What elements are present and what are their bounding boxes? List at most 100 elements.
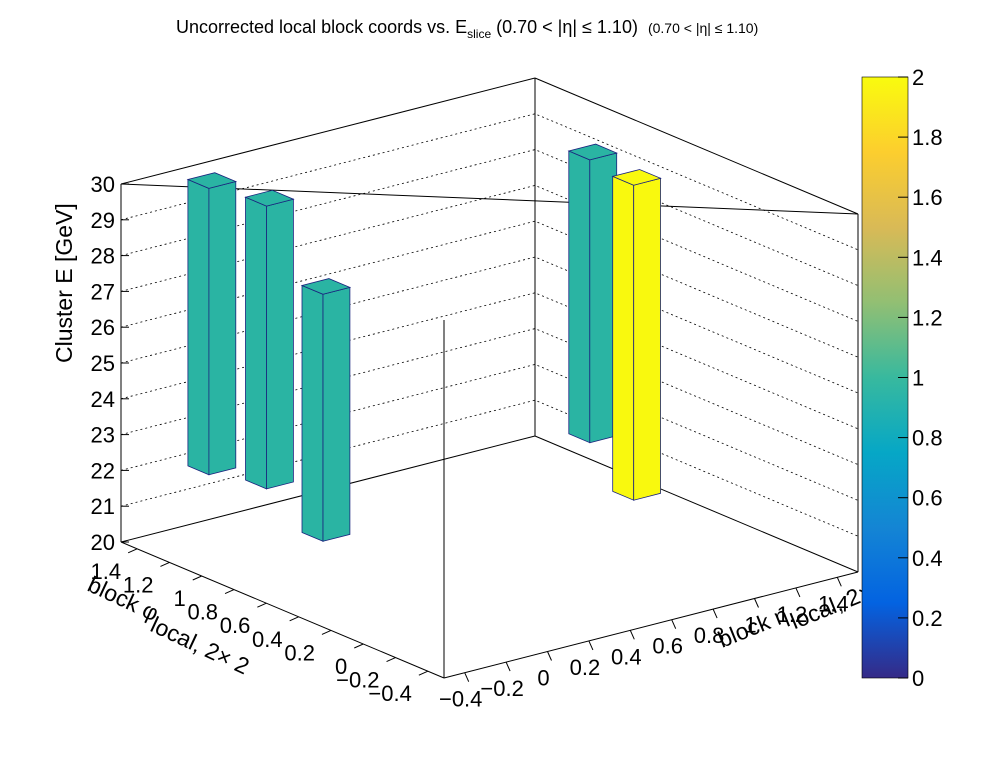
x-tick-label: 1 [744, 613, 756, 638]
colorbar-tick-label: 1.6 [912, 185, 943, 210]
y-tick [257, 602, 267, 608]
bar-side-face [301, 284, 324, 542]
z-axis-title: Cluster E [GeV] [51, 203, 77, 363]
x-tick [795, 587, 801, 598]
colorbar-tick-label: 1 [912, 366, 924, 391]
y-tick-label: 0.8 [187, 600, 218, 625]
x-tick [505, 661, 511, 672]
y-tick-label: −0.2 [336, 668, 379, 693]
x-tick [712, 608, 718, 619]
y-tick-label: 0 [335, 654, 347, 679]
y-tick [321, 629, 332, 635]
z-tick-label: 24 [91, 387, 115, 412]
colorbar-tick-label: 0.8 [912, 426, 943, 451]
z-tick-label: 22 [91, 458, 115, 483]
z-tick-label: 27 [91, 279, 115, 304]
x-tick [629, 630, 635, 640]
z-tick-label: 28 [91, 244, 115, 269]
x-tick-label: 0.4 [611, 644, 642, 669]
bar-front-face [266, 198, 294, 490]
y-tick [386, 657, 396, 663]
y-tick [289, 616, 299, 622]
x-tick [754, 598, 759, 608]
z-gridline [120, 184, 859, 322]
bar-side-face [568, 150, 591, 444]
colorbar-tick-label: 1.4 [912, 245, 943, 270]
x-tick [588, 640, 594, 651]
x-axis-title: block η local, 2× [714, 578, 876, 653]
bar [186, 172, 238, 476]
colorbar-ticks: 0 0.2 0.4 0.6 0.8 1 1.2 1.4 1.6 1.8 2 [898, 65, 943, 691]
bar-top-face [186, 172, 238, 189]
z-gridline [120, 292, 859, 430]
x-tick-label: 0.6 [652, 634, 683, 659]
x-tick-label: 0 [537, 666, 549, 691]
z-tick-label: 29 [91, 208, 115, 233]
bar-top-face [300, 278, 352, 295]
colorbar-tick-label: 2 [912, 65, 924, 90]
z-tick-label: 23 [91, 423, 115, 448]
bars [186, 143, 662, 542]
z-gridline [120, 256, 859, 394]
x-tick-label: 1.2 [777, 602, 808, 627]
frame-edge [120, 183, 859, 215]
colorbar-tick-label: 0.6 [912, 486, 943, 511]
y-tick-label: 1.2 [123, 572, 154, 597]
y-tick-label: 1.4 [91, 559, 122, 584]
z-gridline [120, 328, 859, 465]
frame-edge [534, 77, 859, 215]
x-tick-label: −0.4 [439, 687, 482, 712]
z-tick-label: 21 [91, 494, 115, 519]
bar-top-face [567, 143, 618, 161]
x-tick-label: 1.4 [818, 591, 849, 616]
chart-title-main: Uncorrected local block coords vs. E [176, 17, 467, 37]
bar-front-face [322, 286, 351, 542]
chart-title-subscript: slice [467, 27, 491, 41]
z-tick-label: 30 [91, 172, 115, 197]
y-tick [224, 589, 235, 595]
z-gridline [120, 149, 859, 286]
x-tick [836, 577, 842, 587]
y-tick-label: 0.6 [220, 613, 251, 638]
frame-edge [120, 541, 445, 679]
y-tick [127, 548, 138, 554]
z-gridlines [120, 113, 859, 537]
y-tick-label: −0.4 [368, 681, 411, 706]
bar-side-face [245, 196, 267, 490]
chart-title: Uncorrected local block coords vs. Eslic… [176, 17, 758, 41]
colorbar-tick-label: 0.2 [912, 606, 943, 631]
y-tick-label: 0.2 [284, 640, 315, 665]
bar [300, 278, 352, 542]
z-tick-label: 26 [91, 315, 115, 340]
y-tick-label: 0.4 [252, 627, 283, 652]
colorbar-tick-label: 1.8 [912, 125, 943, 150]
chart-title-range: (0.70 < |η| ≤ 1.10) [496, 17, 638, 37]
bar-side-face [612, 175, 635, 501]
z-gridline [120, 220, 859, 358]
bar-top-face [244, 189, 295, 207]
frame-edge [534, 435, 859, 573]
y-tick [192, 575, 202, 581]
frame-edge [120, 77, 536, 185]
x-tick [547, 651, 552, 661]
x-tick [464, 672, 470, 682]
x-tick-label: 0.8 [694, 623, 725, 648]
colorbar-tick-label: 1.2 [912, 305, 943, 330]
x-tick [671, 619, 677, 629]
y-tick-label: 1 [174, 586, 186, 611]
x-tick-label: −0.2 [480, 676, 523, 701]
x-axis-title-main: block η [714, 601, 791, 652]
z-gridline [120, 363, 859, 501]
z-gridline [120, 399, 859, 537]
bar-side-face [187, 178, 210, 476]
bar-front-face [633, 177, 661, 501]
z-tick-label: 25 [91, 351, 115, 376]
z-tick-label: 20 [91, 530, 115, 555]
bar [611, 169, 662, 501]
chart-title-range-small: (0.70 < |η| ≤ 1.10) [648, 20, 758, 36]
z-gridline [120, 113, 859, 251]
frame-edge [443, 571, 859, 679]
